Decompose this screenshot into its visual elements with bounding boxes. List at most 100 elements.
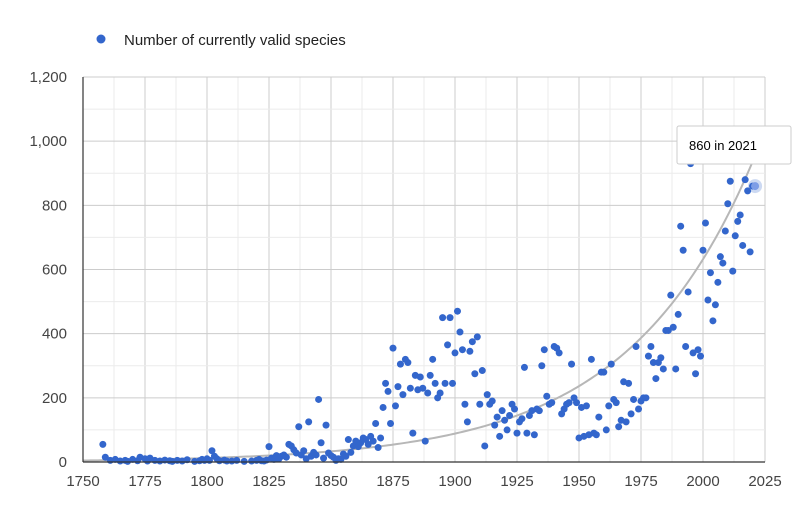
data-point[interactable] [483, 391, 491, 399]
data-point[interactable] [607, 360, 615, 368]
data-point[interactable] [317, 439, 325, 447]
data-point[interactable] [555, 349, 563, 357]
data-point[interactable] [565, 399, 573, 407]
data-point[interactable] [416, 373, 424, 381]
data-point[interactable] [426, 371, 434, 379]
data-point[interactable] [240, 457, 248, 465]
data-point[interactable] [404, 359, 412, 367]
data-point[interactable] [451, 349, 459, 357]
data-point[interactable] [659, 365, 667, 373]
data-point[interactable] [369, 437, 377, 445]
data-point[interactable] [421, 437, 429, 445]
data-point[interactable] [391, 402, 399, 410]
data-point[interactable] [439, 314, 447, 322]
data-point[interactable] [419, 384, 427, 392]
data-point[interactable] [441, 379, 449, 387]
data-point[interactable] [387, 420, 395, 427]
data-point[interactable] [377, 434, 385, 442]
data-point[interactable] [344, 436, 352, 444]
data-point[interactable] [409, 429, 417, 437]
data-point[interactable] [689, 349, 697, 357]
data-point[interactable] [674, 310, 682, 318]
data-point[interactable] [520, 363, 528, 371]
data-point[interactable] [364, 440, 372, 448]
data-point[interactable] [513, 429, 521, 437]
data-point[interactable] [511, 405, 519, 413]
data-point[interactable] [719, 259, 727, 267]
data-point[interactable] [444, 341, 452, 349]
data-point[interactable] [582, 402, 590, 410]
data-point[interactable] [374, 444, 382, 452]
data-point[interactable] [734, 217, 742, 225]
data-point[interactable] [692, 370, 700, 378]
data-point[interactable] [282, 453, 290, 461]
data-point[interactable] [493, 413, 501, 421]
data-point[interactable] [605, 402, 613, 410]
data-point[interactable] [468, 338, 476, 346]
data-point[interactable] [644, 352, 652, 360]
data-point[interactable] [649, 359, 657, 367]
data-point[interactable] [635, 405, 643, 413]
data-point[interactable] [632, 343, 640, 350]
data-point[interactable] [295, 423, 303, 431]
data-point[interactable] [431, 379, 439, 387]
data-point[interactable] [744, 187, 752, 195]
data-point[interactable] [501, 416, 509, 424]
data-point[interactable] [538, 362, 546, 370]
highlight-point[interactable] [751, 182, 760, 191]
data-point[interactable] [677, 222, 685, 230]
data-point[interactable] [706, 269, 714, 277]
data-point[interactable] [548, 399, 556, 407]
data-point[interactable] [704, 296, 712, 304]
data-point[interactable] [322, 421, 330, 429]
data-point[interactable] [320, 454, 328, 462]
data-point[interactable] [627, 410, 635, 418]
data-point[interactable] [372, 420, 380, 427]
data-point[interactable] [384, 387, 392, 395]
data-point[interactable] [478, 367, 486, 375]
data-point[interactable] [612, 399, 620, 407]
data-point[interactable] [463, 418, 471, 426]
data-point[interactable] [424, 389, 432, 397]
data-point[interactable] [503, 426, 511, 434]
data-point[interactable] [731, 232, 739, 240]
data-point[interactable] [446, 314, 454, 322]
data-point[interactable] [716, 253, 724, 261]
data-point[interactable] [265, 443, 273, 451]
data-point[interactable] [746, 248, 754, 256]
data-point[interactable] [347, 448, 355, 456]
data-point[interactable] [300, 447, 308, 455]
data-point[interactable] [476, 400, 484, 408]
data-point[interactable] [223, 457, 231, 465]
data-point[interactable] [337, 455, 345, 463]
data-point[interactable] [714, 278, 722, 286]
data-point[interactable] [312, 451, 320, 459]
data-point[interactable] [488, 397, 496, 405]
legend[interactable]: Number of currently valid species [96, 32, 346, 49]
data-point[interactable] [615, 423, 623, 431]
data-point[interactable] [701, 219, 709, 227]
data-point[interactable] [101, 453, 109, 461]
data-point[interactable] [436, 389, 444, 397]
data-point[interactable] [711, 301, 719, 309]
data-point[interactable] [699, 246, 707, 254]
data-point[interactable] [736, 211, 744, 219]
data-point[interactable] [682, 343, 690, 350]
data-point[interactable] [99, 440, 107, 448]
data-point[interactable] [724, 200, 732, 208]
data-point[interactable] [543, 392, 551, 400]
data-point[interactable] [657, 354, 665, 362]
data-point[interactable] [600, 368, 608, 376]
data-point[interactable] [458, 346, 466, 354]
data-point[interactable] [642, 394, 650, 402]
data-point[interactable] [394, 383, 402, 391]
data-point[interactable] [622, 418, 630, 426]
data-point[interactable] [647, 343, 655, 350]
data-point[interactable] [342, 452, 350, 460]
data-point[interactable] [535, 407, 543, 415]
data-point[interactable] [399, 391, 407, 399]
data-point[interactable] [429, 355, 437, 363]
data-point[interactable] [595, 413, 603, 421]
data-point[interactable] [667, 291, 675, 299]
data-point[interactable] [496, 432, 504, 440]
